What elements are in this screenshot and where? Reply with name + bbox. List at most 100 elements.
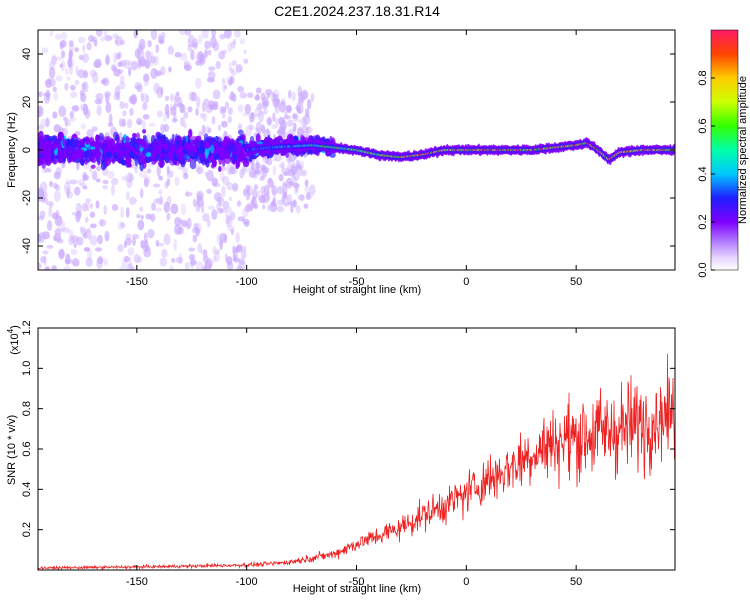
heatmap-noise-blob: [56, 238, 64, 244]
heatmap-band-blob: [214, 136, 222, 145]
heatmap-noise-blob: [287, 162, 294, 172]
snr-ytick-label: 0.8: [21, 401, 33, 416]
heatmap-noise-blob: [170, 203, 179, 215]
heatmap-band-blob: [213, 153, 221, 160]
heatmap-noise-blob: [266, 190, 271, 202]
heatmap-noise-blob: [171, 258, 176, 263]
heatmap-noise-blob: [248, 166, 257, 178]
heatmap-noise-blob: [102, 179, 109, 185]
heatmap-band-blob: [177, 152, 184, 161]
heatmap-noise-blob: [272, 165, 276, 176]
heatmap-band-blob: [92, 149, 97, 155]
heatmap-band-blob: [161, 147, 165, 155]
heatmap-noise-blob: [67, 56, 75, 69]
snr-ytick-label: 0.2: [21, 522, 33, 537]
heatmap-band-blob: [96, 150, 102, 159]
heatmap-noise-blob: [266, 93, 271, 99]
heatmap-noise-blob: [66, 76, 71, 81]
heatmap-noise-blob: [267, 177, 274, 188]
heatmap-noise-blob: [254, 107, 261, 117]
heatmap-band-blob: [51, 142, 58, 151]
heatmap-noise-blob: [137, 256, 143, 264]
heatmap-noise-blob: [196, 195, 204, 208]
heatmap-noise-blob: [291, 162, 297, 172]
heatmap-noise-blob: [261, 101, 268, 110]
heatmap-band-blob: [85, 136, 89, 145]
heatmap-noise-blob: [199, 53, 206, 66]
heatmap-noise-blob: [215, 60, 221, 70]
heatmap-noise-blob: [93, 60, 101, 69]
heatmap-noise-blob: [195, 228, 200, 237]
heatmap-noise-blob: [80, 123, 86, 130]
heatmap-noise-blob: [45, 200, 54, 206]
heatmap-band-blob: [134, 141, 140, 152]
heatmap-noise-blob: [271, 185, 278, 196]
heatmap-noise-blob: [305, 191, 311, 201]
heatmap-noise-blob: [178, 30, 187, 36]
heatmap-noise-blob: [61, 31, 68, 41]
heatmap-noise-blob: [111, 65, 117, 72]
heatmap-noise-blob: [149, 55, 157, 64]
heatmap-noise-blob: [43, 168, 52, 173]
heatmap-noise-blob: [306, 127, 310, 138]
heatmap-band-blob: [239, 151, 245, 161]
heatmap-noise-blob: [278, 173, 284, 182]
heatmap-noise-blob: [186, 217, 192, 229]
spectrogram-xtick-label: 0: [463, 276, 469, 288]
heatmap-band-blob: [210, 153, 215, 163]
heatmap-band-blob: [142, 147, 148, 156]
heatmap-band-blob: [220, 147, 228, 155]
heatmap-band-blob: [125, 154, 131, 161]
spectrogram-ytick-label: 20: [21, 96, 33, 108]
heatmap-noise-blob: [81, 53, 89, 63]
heatmap-noise-blob: [227, 115, 233, 124]
heatmap-noise-blob: [221, 106, 227, 114]
heatmap-band-blob: [89, 136, 95, 147]
heatmap-noise-blob: [46, 244, 54, 249]
heatmap-noise-blob: [68, 43, 75, 52]
heatmap-noise-blob: [231, 69, 237, 76]
snr-xtick-label: -50: [349, 576, 365, 588]
heatmap-noise-blob: [126, 178, 133, 189]
heatmap-noise-blob: [71, 105, 80, 113]
heatmap-noise-blob: [136, 117, 143, 125]
heatmap-band-blob: [116, 139, 123, 145]
heatmap-noise-blob: [84, 216, 89, 224]
heatmap-noise-blob: [139, 170, 147, 178]
heatmap-noise-blob: [190, 49, 195, 61]
snr-multiplier: (x104): [6, 325, 21, 355]
heatmap-noise-blob: [233, 249, 238, 261]
heatmap-noise-blob: [290, 203, 294, 214]
heatmap-noise-blob: [124, 174, 128, 183]
heatmap-band-blob: [179, 144, 184, 154]
heatmap-noise-blob: [89, 223, 97, 229]
heatmap-band-blob: [90, 164, 96, 169]
heatmap-noise-blob: [102, 77, 110, 87]
heatmap-noise-blob: [209, 103, 218, 110]
heatmap-noise-blob: [237, 85, 245, 93]
heatmap-noise-blob: [183, 111, 189, 119]
heatmap-noise-blob: [303, 203, 309, 209]
heatmap-noise-blob: [252, 169, 258, 180]
heatmap-noise-blob: [242, 218, 250, 225]
heatmap-noise-blob: [258, 102, 262, 110]
heatmap-noise-blob: [258, 195, 266, 204]
heatmap-noise-blob: [224, 253, 228, 262]
heatmap-noise-blob: [174, 216, 181, 227]
heatmap-noise-blob: [180, 203, 187, 216]
heatmap-noise-blob: [155, 239, 160, 247]
heatmap-noise-blob: [89, 235, 98, 246]
heatmap-noise-blob: [242, 112, 250, 117]
heatmap-band-blob: [90, 154, 97, 163]
heatmap-noise-blob: [258, 110, 264, 123]
heatmap-noise-blob: [226, 164, 234, 176]
heatmap-noise-blob: [53, 124, 62, 133]
heatmap-noise-blob: [211, 116, 216, 125]
heatmap-noise-blob: [248, 170, 257, 178]
heatmap-noise-blob: [76, 210, 82, 218]
heatmap-noise-blob: [276, 206, 285, 213]
heatmap-noise-blob: [242, 188, 247, 197]
heatmap-noise-blob: [295, 105, 301, 112]
heatmap-noise-blob: [142, 244, 151, 252]
heatmap-noise-blob: [178, 260, 183, 265]
